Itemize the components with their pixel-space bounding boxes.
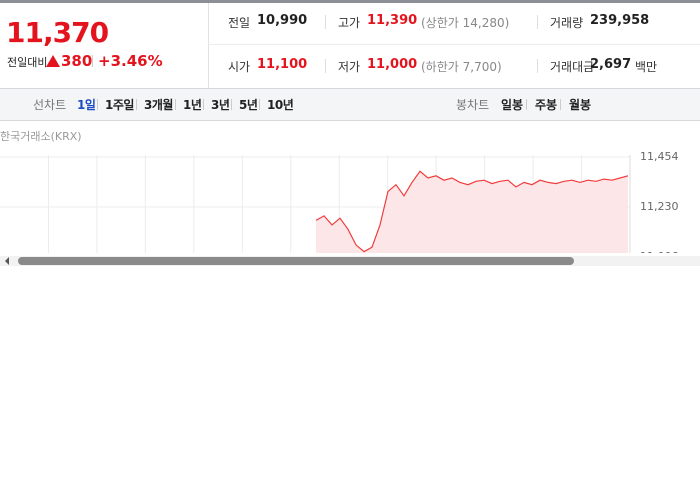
scroll-left[interactable]	[5, 257, 9, 265]
sep	[325, 15, 326, 29]
sep	[97, 99, 98, 110]
stat-value: 11,100	[257, 57, 308, 72]
y-tick-label: 11,454	[640, 150, 679, 163]
period-tab[interactable]: 5년	[239, 98, 258, 112]
stat-value: 11,390	[367, 13, 418, 28]
sep	[175, 99, 176, 110]
toolbar-label: 선차트	[33, 98, 67, 112]
sep	[325, 59, 326, 73]
stat-unit: 백만	[635, 60, 658, 74]
stat-label: 거래대금	[550, 60, 595, 74]
sep	[92, 55, 93, 67]
sep	[231, 99, 232, 110]
chart: 한국거래소(KRX) 11,454 11,230 11,006	[0, 130, 700, 266]
sep	[136, 99, 137, 110]
change-rate: +3.46%	[98, 52, 163, 70]
scrollbar[interactable]	[18, 257, 574, 265]
stat-label: 전일	[228, 16, 251, 30]
area	[316, 171, 628, 253]
top-border	[0, 0, 700, 3]
period-tab[interactable]: 3개월	[144, 98, 173, 112]
sep	[526, 99, 527, 110]
period-tab[interactable]: 1주일	[105, 98, 134, 112]
source: 한국거래소(KRX)	[0, 130, 82, 143]
period-tab[interactable]: 1일	[77, 98, 96, 112]
change: 380	[61, 52, 93, 70]
up-icon	[46, 55, 60, 67]
stat-value: 11,000	[367, 57, 418, 72]
toolbar	[0, 88, 700, 121]
sep	[259, 99, 260, 110]
divider	[208, 44, 700, 45]
current-price: 11,370	[6, 16, 109, 49]
period-tab[interactable]: 10년	[267, 98, 294, 112]
y-tick-label: 11,230	[640, 200, 679, 213]
candle-tab[interactable]: 일봉	[501, 98, 524, 112]
stat-label: 고가	[338, 16, 361, 30]
stat-label: 거래량	[550, 16, 584, 30]
sep	[537, 59, 538, 73]
stat-note: (하한가 7,700)	[421, 60, 502, 74]
stat-note: (상한가 14,280)	[421, 16, 510, 30]
toolbar-label: 봉차트	[456, 98, 490, 112]
price-line	[315, 170, 629, 253]
stat-label: 저가	[338, 60, 361, 74]
candle-tab[interactable]: 월봉	[569, 98, 592, 112]
stat-value: 2,697	[590, 57, 632, 72]
sep	[203, 99, 204, 110]
sep	[560, 99, 561, 110]
stat-value: 10,990	[257, 13, 308, 28]
stat-value: 239,958	[590, 13, 650, 28]
change-label: 전일대비	[7, 56, 48, 69]
period-tab[interactable]: 3년	[211, 98, 230, 112]
divider	[208, 3, 209, 88]
y-tick-label: 11,006	[640, 250, 679, 263]
sep	[537, 15, 538, 29]
candle-tab[interactable]: 주봉	[535, 98, 558, 112]
stat-label: 시가	[228, 60, 251, 74]
period-tab[interactable]: 1년	[183, 98, 202, 112]
